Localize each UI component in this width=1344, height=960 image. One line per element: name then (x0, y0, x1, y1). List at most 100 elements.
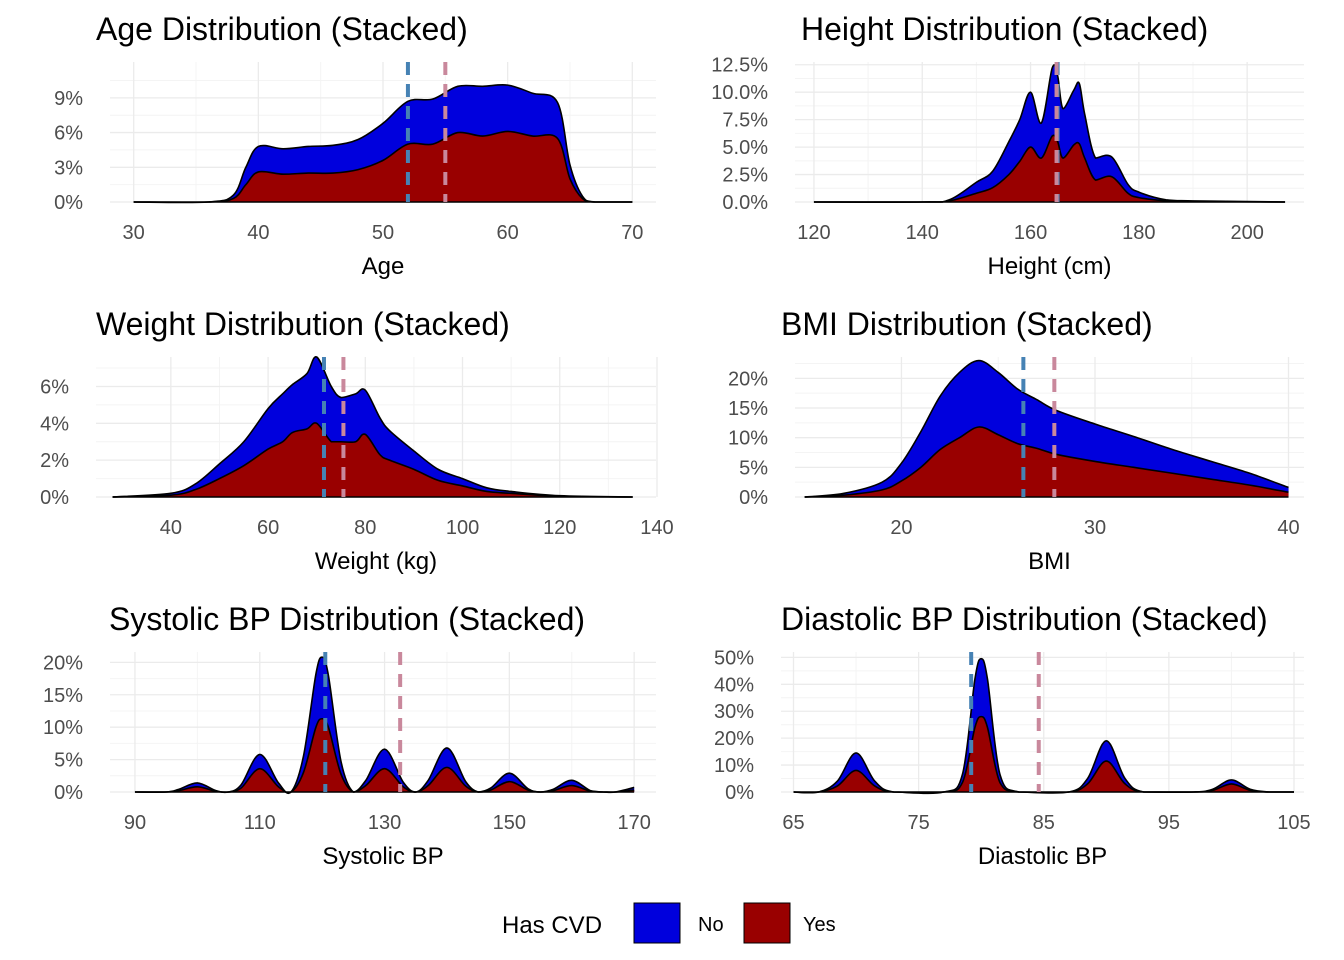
outline-yes (133, 130, 633, 204)
panel-title: BMI Distribution (Stacked) (781, 306, 1153, 342)
panel-4: 20 30 40 0% 5% 10% 15% 20% BMI BMI Distribution (… (728, 306, 1304, 575)
panel-title: Systolic BP Distribution (Stacked) (109, 601, 585, 637)
area-no (813, 64, 1286, 203)
area-yes (134, 718, 635, 793)
y-tick-label: 5.0% (722, 137, 768, 159)
x-tick-label: 90 (124, 812, 146, 834)
x-tick-label: 80 (354, 517, 376, 539)
x-tick-label: 130 (368, 812, 401, 834)
y-tick-label: 15% (728, 398, 768, 420)
x-axis-label: BMI (1028, 548, 1071, 575)
x-tick-label: 70 (621, 222, 643, 244)
y-tick-label: 15% (43, 685, 83, 707)
y-tick-label: 0% (40, 487, 69, 509)
outline-yes (793, 715, 1294, 794)
x-tick-label: 140 (906, 222, 939, 244)
x-axis-label: Systolic BP (322, 843, 443, 870)
area-no (112, 356, 633, 497)
area-yes (804, 426, 1289, 497)
y-tick-label: 10% (728, 428, 768, 450)
x-tick-label: 30 (123, 222, 145, 244)
panel-3: 40 60 80 100 120 140 0% 2% 4% 6% Weight (kg) Weight… (40, 306, 674, 575)
x-tick-label: 60 (497, 222, 519, 244)
x-tick-label: 150 (493, 812, 526, 834)
x-tick-label: 40 (1277, 517, 1299, 539)
area-yes (133, 131, 633, 203)
y-tick-label: 5% (54, 750, 83, 772)
outline-no (793, 657, 1294, 795)
legend-title: Has CVD (502, 912, 602, 939)
x-axis-label: Diastolic BP (978, 843, 1107, 870)
panel-5: 90 110 130 150 170 0% 5% 10% 15% 20% Systolic BP Sy… (43, 601, 656, 870)
x-tick-label: 95 (1158, 812, 1180, 834)
panel-6: 65 75 85 95 105 0% 10% 20% 30% 40% 50% Diastolic BP… (714, 601, 1311, 870)
outline-yes (112, 422, 633, 498)
y-tick-label: 3% (54, 157, 83, 179)
y-tick-label: 5% (739, 457, 768, 479)
x-tick-label: 60 (257, 517, 279, 539)
y-tick-label: 50% (714, 647, 754, 669)
y-tick-label: 0% (54, 192, 83, 214)
outline-no (813, 64, 1286, 203)
x-tick-label: 40 (160, 517, 182, 539)
panel-title: Weight Distribution (Stacked) (96, 306, 510, 342)
panel-title: Diastolic BP Distribution (Stacked) (781, 601, 1268, 637)
panel-2: 120 140 160 180 200 0.0% 2.5% 5.0% 7.5% 10.0% 12.5… (711, 11, 1304, 280)
x-tick-label: 105 (1277, 812, 1310, 834)
x-tick-label: 75 (908, 812, 930, 834)
y-tick-label: 4% (40, 413, 69, 435)
x-tick-label: 180 (1122, 222, 1155, 244)
outline-no (112, 356, 633, 498)
legend-swatch-yes (743, 902, 791, 944)
legend-swatch-no (633, 902, 681, 944)
y-tick-label: 0.0% (722, 192, 768, 214)
legend-label-yes: Yes (803, 914, 836, 936)
legend: Has CVD No Yes (502, 902, 836, 944)
x-tick-label: 110 (244, 812, 276, 834)
y-tick-label: 12.5% (711, 55, 768, 77)
area-yes (793, 716, 1294, 793)
outline-no (804, 359, 1289, 498)
legend-label-no: No (698, 914, 724, 936)
outline-no (133, 84, 633, 204)
panel-title: Height Distribution (Stacked) (801, 11, 1208, 47)
x-tick-label: 200 (1230, 222, 1263, 244)
y-tick-label: 6% (40, 376, 69, 398)
y-tick-label: 6% (54, 123, 83, 145)
x-tick-label: 120 (797, 222, 830, 244)
y-tick-label: 7.5% (722, 110, 768, 132)
y-tick-label: 0% (725, 782, 754, 804)
x-tick-label: 65 (782, 812, 804, 834)
area-yes (112, 422, 633, 497)
x-tick-label: 20 (890, 517, 912, 539)
x-tick-label: 30 (1084, 517, 1106, 539)
x-axis-label: Weight (kg) (315, 548, 437, 575)
y-tick-label: 0% (54, 782, 83, 804)
area-yes (813, 135, 1286, 203)
x-tick-label: 40 (247, 222, 269, 244)
x-tick-label: 120 (543, 517, 576, 539)
x-tick-label: 170 (617, 812, 650, 834)
y-tick-label: 20% (43, 652, 83, 674)
y-tick-label: 20% (714, 728, 754, 750)
y-tick-label: 2.5% (722, 165, 768, 187)
y-tick-label: 0% (739, 487, 768, 509)
x-tick-label: 85 (1033, 812, 1055, 834)
y-tick-label: 20% (728, 368, 768, 390)
x-tick-label: 160 (1014, 222, 1047, 244)
y-tick-label: 30% (714, 701, 754, 723)
panel-group: 30 40 50 60 70 0% 3% 6% 9% Age Age Distribution (S… (40, 11, 1311, 870)
y-tick-label: 40% (714, 674, 754, 696)
y-tick-label: 10.0% (711, 82, 768, 104)
x-tick-label: 100 (446, 517, 479, 539)
outline-yes (813, 134, 1286, 203)
panel-title: Age Distribution (Stacked) (96, 11, 468, 47)
x-axis-label: Height (cm) (987, 253, 1111, 280)
y-tick-label: 9% (54, 88, 83, 110)
y-tick-label: 10% (714, 755, 754, 777)
y-tick-label: 10% (43, 717, 83, 739)
outline-yes (804, 426, 1289, 498)
x-axis-label: Age (362, 253, 405, 280)
panel-1: 30 40 50 60 70 0% 3% 6% 9% Age Age Distribution (S… (54, 11, 656, 280)
